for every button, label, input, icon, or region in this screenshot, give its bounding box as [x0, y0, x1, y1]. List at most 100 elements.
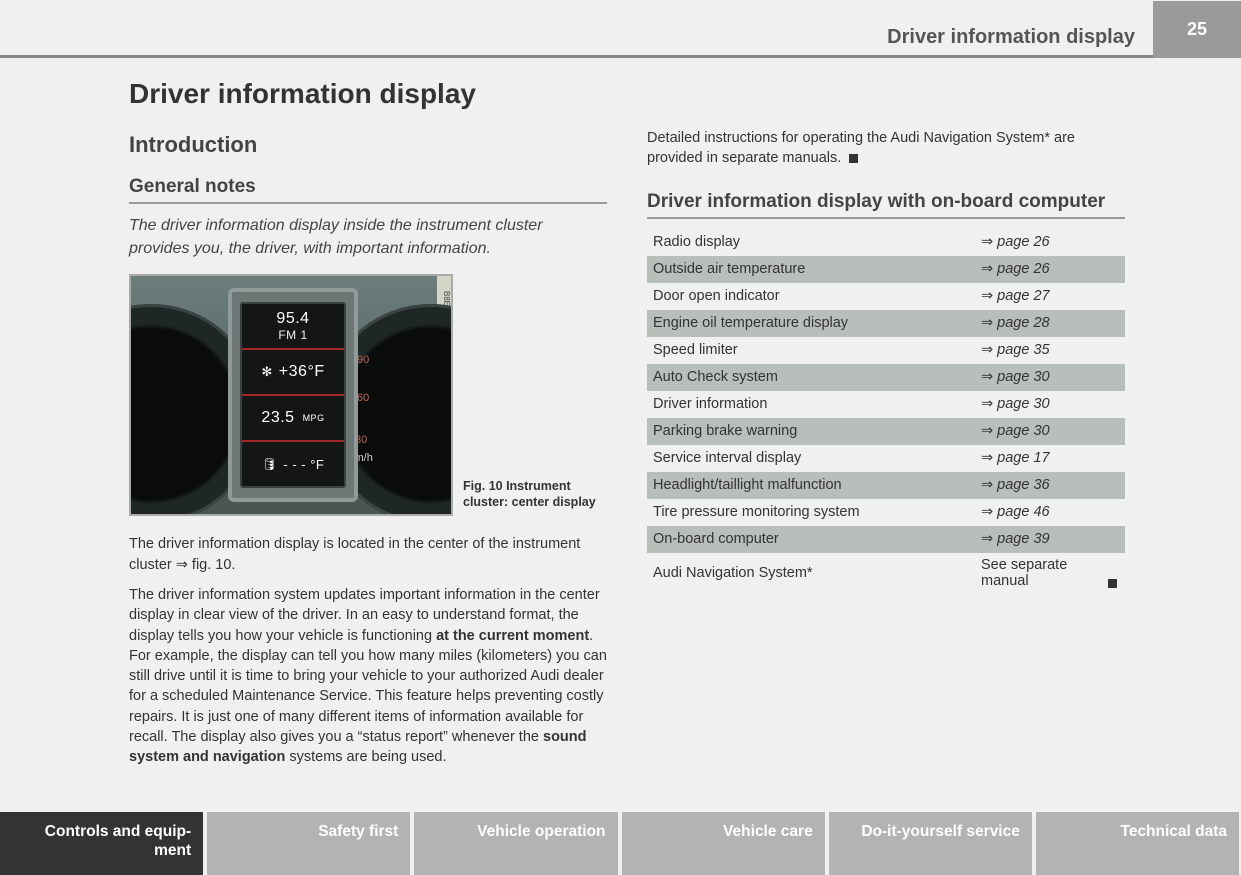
table-row: Tire pressure monitoring system⇒page 46	[647, 499, 1125, 526]
figure-caption-l1: Fig. 10 Instrument	[463, 479, 571, 493]
feature-label: Auto Check system	[647, 364, 975, 391]
feature-label: Radio display	[647, 229, 975, 256]
page-number: 25	[1153, 1, 1241, 58]
right-section-title: Driver information display with on-board…	[647, 191, 1125, 219]
snowflake-icon: ✻	[261, 364, 272, 380]
feature-ref: ⇒page 27	[975, 283, 1125, 310]
table-row: Outside air temperature⇒page 26	[647, 256, 1125, 283]
page-content: Driver information display Introduction …	[129, 78, 1125, 787]
feature-label: Parking brake warning	[647, 418, 975, 445]
header-bar: Driver information display 25	[0, 20, 1241, 58]
oil-can-icon: 🛢	[262, 457, 278, 471]
arrow-icon: ⇒	[981, 423, 993, 439]
feature-ref: ⇒page 17	[975, 445, 1125, 472]
center-display-screen: 95.4 FM 1 ✻ +36°F 23.5 MP	[240, 302, 346, 488]
display-temp: +36°F	[279, 363, 325, 381]
footer-tab[interactable]: Vehicle operation	[414, 812, 617, 875]
table-row: Headlight/taillight malfunction⇒page 36	[647, 472, 1125, 499]
feature-ref: See separate manual	[975, 553, 1125, 593]
end-of-section-icon	[849, 154, 858, 163]
figure-caption: Fig. 10 Instrument cluster: center displ…	[463, 478, 603, 517]
feature-label: Door open indicator	[647, 283, 975, 310]
footer-tab[interactable]: Technical data	[1036, 812, 1239, 875]
feature-label: Headlight/taillight malfunction	[647, 472, 975, 499]
feature-label: Speed limiter	[647, 337, 975, 364]
footer-tab[interactable]: Do-it-yourself service	[829, 812, 1032, 875]
table-row: Speed limiter⇒page 35	[647, 337, 1125, 364]
display-oil: - - - °F	[283, 457, 324, 472]
footer-tabs: Controls and equip-mentSafety firstVehic…	[0, 812, 1241, 875]
footer-tab[interactable]: Vehicle care	[622, 812, 825, 875]
instrument-cluster-figure: B8E-1249 7 8 6 40 60 20 90 30 km/h	[129, 274, 453, 516]
arrow-icon: ⇒	[981, 315, 993, 331]
right-intro: Detailed instructions for operating the …	[647, 130, 1075, 166]
arrow-icon: ⇒	[981, 396, 993, 412]
figure-caption-l2: cluster: center display	[463, 495, 596, 509]
feature-ref: ⇒page 28	[975, 310, 1125, 337]
arrow-icon: ⇒	[176, 557, 188, 573]
display-freq: 95.4	[276, 310, 309, 328]
feature-ref: ⇒page 36	[975, 472, 1125, 499]
feature-label: Tire pressure monitoring system	[647, 499, 975, 526]
table-row: Audi Navigation System*See separate manu…	[647, 553, 1125, 593]
display-mpg-val: 23.5	[261, 409, 294, 427]
footer-tab[interactable]: Safety first	[207, 812, 410, 875]
display-band: FM 1	[278, 328, 307, 342]
body-p2-e: systems are being used.	[285, 749, 446, 765]
arrow-icon: ⇒	[981, 234, 993, 250]
feature-label: Service interval display	[647, 445, 975, 472]
table-row: Radio display⇒page 26	[647, 229, 1125, 256]
table-row: Engine oil temperature display⇒page 28	[647, 310, 1125, 337]
figure-row: B8E-1249 7 8 6 40 60 20 90 30 km/h	[129, 274, 607, 516]
body-p2-c: . For example, the display can tell you …	[129, 628, 607, 745]
subsection-title: General notes	[129, 176, 607, 204]
display-mpg-row: 23.5 MPG	[242, 396, 344, 442]
gauge-num-60: 60	[357, 392, 369, 404]
feature-ref: ⇒page 30	[975, 364, 1125, 391]
arrow-icon: ⇒	[981, 288, 993, 304]
feature-ref: ⇒page 46	[975, 499, 1125, 526]
table-row: Auto Check system⇒page 30	[647, 364, 1125, 391]
table-row: Door open indicator⇒page 27	[647, 283, 1125, 310]
page-title: Driver information display	[129, 78, 607, 110]
body-p1-post: fig. 10.	[188, 557, 236, 573]
feature-label: Engine oil temperature display	[647, 310, 975, 337]
table-row: Driver information⇒page 30	[647, 391, 1125, 418]
feature-label: Driver information	[647, 391, 975, 418]
display-temp-row: ✻ +36°F	[242, 350, 344, 396]
table-row: On-board computer⇒page 39	[647, 526, 1125, 553]
arrow-icon: ⇒	[981, 369, 993, 385]
arrow-icon: ⇒	[981, 477, 993, 493]
feature-label: On-board computer	[647, 526, 975, 553]
center-display-bezel: 95.4 FM 1 ✻ +36°F 23.5 MP	[228, 288, 358, 502]
intro-text: The driver information display inside th…	[129, 214, 607, 260]
arrow-icon: ⇒	[981, 531, 993, 547]
table-row: Parking brake warning⇒page 30	[647, 418, 1125, 445]
display-oil-row: 🛢 - - - °F	[242, 442, 344, 486]
body-para-2: The driver information system updates im…	[129, 585, 607, 768]
feature-label: Audi Navigation System*	[647, 553, 975, 593]
feature-ref: ⇒page 26	[975, 229, 1125, 256]
body-p2-b: at the current moment	[436, 628, 589, 644]
header-right: Driver information display 25	[627, 20, 1241, 58]
running-title: Driver information display	[627, 26, 1153, 58]
display-mpg-unit: MPG	[303, 413, 325, 423]
body-para-1: The driver information display is locate…	[129, 534, 607, 575]
left-column: Driver information display Introduction …	[129, 78, 607, 787]
arrow-icon: ⇒	[981, 450, 993, 466]
feature-ref: ⇒page 39	[975, 526, 1125, 553]
arrow-icon: ⇒	[981, 504, 993, 520]
right-intro-text: Detailed instructions for operating the …	[647, 128, 1125, 169]
display-radio-row: 95.4 FM 1	[242, 304, 344, 350]
feature-index-table: Radio display⇒page 26Outside air tempera…	[647, 229, 1125, 593]
feature-ref: ⇒page 30	[975, 391, 1125, 418]
footer-tab[interactable]: Controls and equip-ment	[0, 812, 203, 875]
table-row: Service interval display⇒page 17	[647, 445, 1125, 472]
feature-ref: ⇒page 30	[975, 418, 1125, 445]
gauge-num-90: 90	[357, 354, 369, 366]
feature-label: Outside air temperature	[647, 256, 975, 283]
arrow-icon: ⇒	[981, 261, 993, 277]
feature-ref: ⇒page 35	[975, 337, 1125, 364]
feature-ref: ⇒page 26	[975, 256, 1125, 283]
right-column: Detailed instructions for operating the …	[647, 78, 1125, 787]
